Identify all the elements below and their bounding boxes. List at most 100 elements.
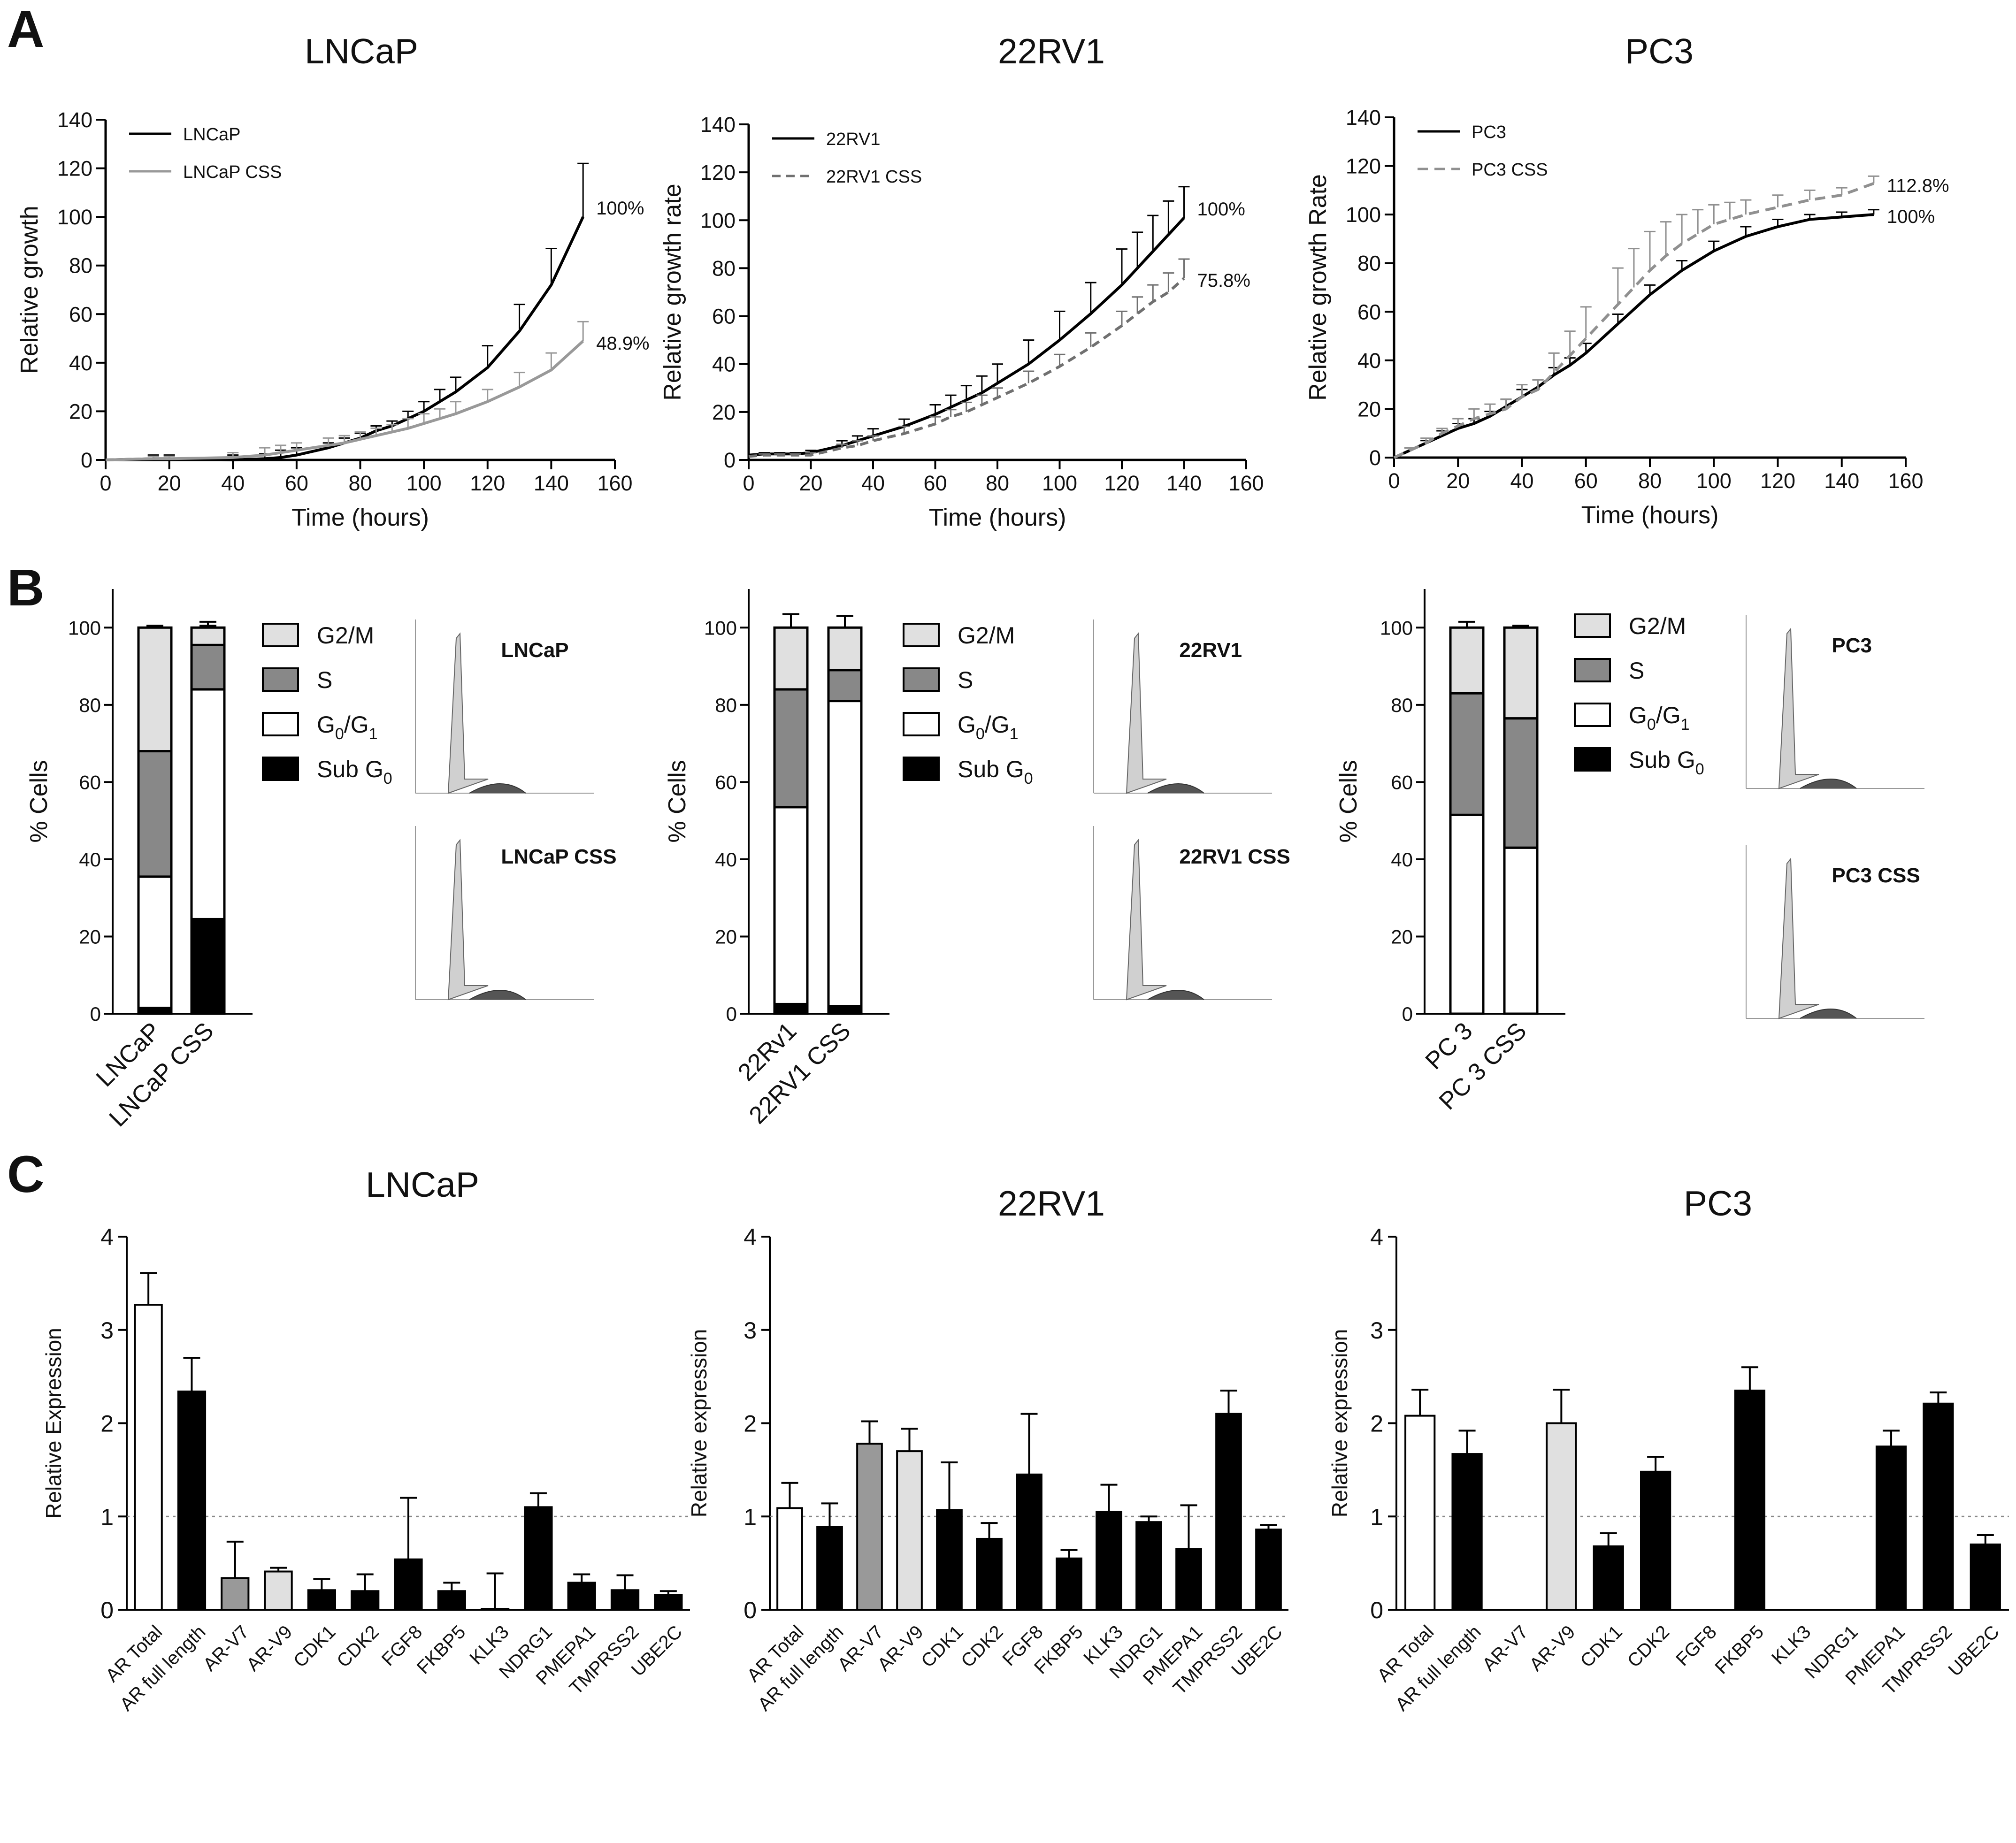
line-chart-A3: PC3 0 20 40 60 80 100 120 140 0 20 40 60 80 100 120 140 1…: [1304, 31, 1949, 529]
line-chart-A2: 22RV1 0 20 40 60 80 100 120 140 0 20 40 60 80 100 120 14…: [659, 31, 1264, 531]
x-axis-label: Time (hours): [1581, 502, 1719, 529]
x-axis-label: Time (hours): [291, 504, 429, 531]
category-label: CDK1: [917, 1621, 967, 1672]
bar-AR full length: [816, 1526, 843, 1611]
legend-label: LNCaP CSS: [183, 162, 282, 182]
bar-segment-S: [1503, 717, 1539, 849]
y-tick-label: 20: [1357, 397, 1381, 421]
chart-title: LNCaP: [305, 31, 418, 71]
bar-FKBP5: [1056, 1557, 1082, 1611]
chart-title: LNCaP: [366, 1165, 479, 1204]
histogram-s-phase: [469, 990, 526, 1000]
bar-PMEPA1: [1175, 1548, 1202, 1611]
bar-FKBP5: [437, 1590, 466, 1611]
y-axis-label: Relative Expression: [41, 1328, 66, 1519]
y-tick-label: 60: [715, 771, 737, 793]
bar-AR-V9: [896, 1450, 923, 1611]
stacked-chart-B1: 0 20 40 60 80 100 % Cells LNCaP LNCaP CSS G2/M S G0…: [25, 589, 617, 1132]
y-tick-label: 0: [100, 1597, 114, 1623]
category-label: CDK1: [1576, 1621, 1626, 1672]
end-label: 48.9%: [596, 333, 649, 354]
x-tick-label: 60: [1574, 469, 1598, 493]
series-line: [748, 277, 1185, 458]
x-tick-label: 20: [1446, 469, 1470, 493]
chart-title: 22RV1: [998, 31, 1105, 71]
y-tick-label: 20: [1391, 925, 1413, 948]
x-tick-label: 80: [348, 471, 372, 495]
y-tick-label: 60: [1357, 300, 1381, 324]
x-tick-label: 160: [1228, 471, 1264, 495]
bar-AR-V9: [1546, 1422, 1577, 1611]
category-label: AR-V9: [243, 1621, 296, 1675]
histogram-title: LNCaP CSS: [501, 845, 616, 868]
bar-segment-G2/M: [190, 626, 226, 646]
bar-segment-G0/G1: [773, 806, 809, 1005]
bar-segment-G0/G1: [1449, 813, 1485, 1015]
category-label: FKBP5: [413, 1621, 470, 1678]
legend-label: G0/G1: [958, 711, 1019, 743]
legend-swatch: [1574, 703, 1611, 727]
bar-FGF8: [394, 1558, 423, 1611]
x-tick-label: 40: [1510, 469, 1533, 493]
bar-AR-V9: [264, 1570, 293, 1611]
y-tick-label: 80: [1391, 694, 1413, 716]
bar-FGF8: [1016, 1473, 1042, 1611]
y-tick-label: 4: [1370, 1224, 1383, 1250]
y-tick-label: 120: [57, 157, 92, 181]
bar-KLK3: [1096, 1511, 1122, 1611]
y-tick-label: 120: [1346, 154, 1381, 178]
bar-TMPRSS2: [1923, 1402, 1954, 1611]
series-line: [1393, 213, 1874, 459]
y-tick-label: 100: [1346, 203, 1381, 227]
legend-swatch: [903, 667, 940, 692]
histogram-peak: [447, 839, 489, 1001]
legend-swatch: [262, 757, 299, 781]
y-tick-label: 4: [744, 1224, 757, 1250]
histogram-inset: LNCaP: [415, 619, 594, 794]
category-label: CDK1: [290, 1621, 340, 1672]
y-tick-label: 1: [100, 1504, 114, 1530]
legend-swatch: [262, 623, 299, 647]
bar-segment-G2/M: [773, 626, 809, 691]
legend-label: S: [317, 667, 332, 693]
y-tick-label: 20: [69, 399, 92, 423]
x-tick-label: 100: [406, 471, 442, 495]
y-tick-label: 40: [715, 849, 737, 871]
y-tick-label: 100: [704, 617, 737, 639]
y-tick-label: 4: [100, 1224, 114, 1250]
series-LNCaP: LNCaP 100%: [105, 125, 644, 462]
panel-label-a: A: [7, 0, 44, 58]
legend-swatch: [1574, 658, 1611, 682]
y-tick-label: 20: [715, 925, 737, 948]
y-tick-label: 2: [1370, 1411, 1383, 1437]
category-label: AR-V7: [1479, 1621, 1532, 1675]
y-tick-label: 40: [712, 352, 736, 376]
category-label: CDK2: [957, 1621, 1007, 1672]
y-tick-label: 140: [700, 113, 736, 137]
bar-TMPRSS2: [610, 1589, 640, 1611]
x-tick-label: 80: [1638, 469, 1662, 493]
bar-CDK1: [936, 1509, 963, 1611]
legend-label: Sub G0: [1629, 747, 1704, 778]
y-tick-label: 60: [712, 305, 736, 329]
legend-swatch: [903, 623, 940, 647]
x-tick-label: 0: [100, 471, 111, 495]
legend-swatch: [1574, 747, 1611, 772]
bar-AR full length: [177, 1390, 207, 1611]
y-tick-label: 60: [1391, 771, 1413, 793]
bar-segment-S: [137, 750, 173, 878]
bar-segment-S: [827, 669, 863, 703]
histogram-s-phase: [1800, 1009, 1857, 1019]
legend-label: 22RV1: [826, 130, 881, 149]
bar-segment-G2/M: [1449, 626, 1485, 695]
x-tick-label: 0: [1388, 469, 1400, 493]
x-tick-label: 60: [923, 471, 947, 495]
histogram-inset: PC3 CSS: [1746, 845, 1924, 1019]
y-tick-label: 40: [69, 351, 92, 375]
histogram-peak: [1778, 857, 1819, 1019]
y-tick-label: 60: [69, 302, 92, 326]
